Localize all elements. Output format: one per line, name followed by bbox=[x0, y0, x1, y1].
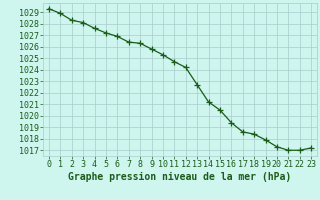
X-axis label: Graphe pression niveau de la mer (hPa): Graphe pression niveau de la mer (hPa) bbox=[68, 172, 292, 182]
